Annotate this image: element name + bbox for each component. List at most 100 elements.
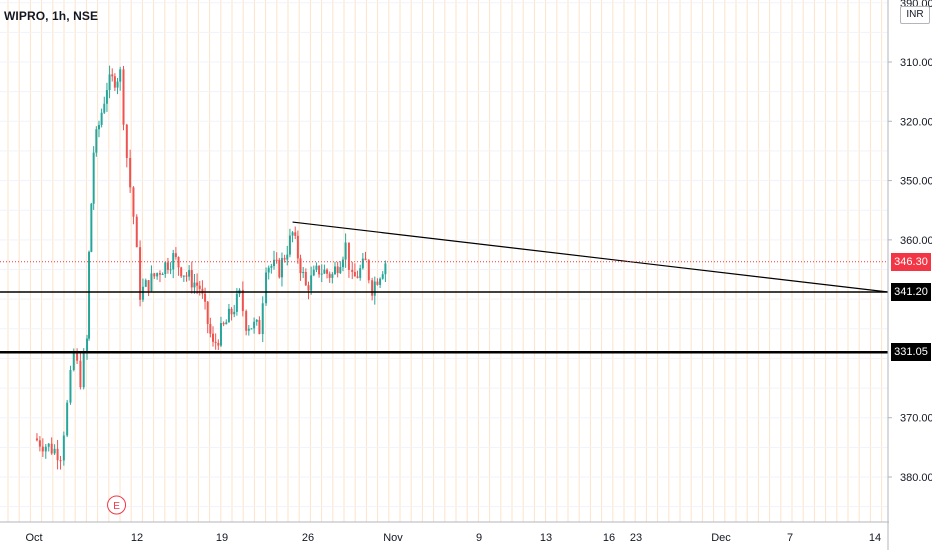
x-tick-label: Nov (383, 532, 403, 544)
candle-down (245, 311, 248, 331)
x-tick-label: 14 (869, 532, 881, 544)
drawings: E (0, 221, 889, 515)
candle-up (339, 267, 342, 274)
candle-up (141, 286, 144, 300)
candle-up (164, 262, 167, 275)
candle-up (225, 322, 228, 325)
candle-up (273, 259, 276, 267)
candle-down (222, 323, 225, 325)
candle-down (132, 187, 135, 217)
candle-down (50, 443, 53, 454)
candle-down (206, 301, 209, 324)
candle-down (139, 247, 142, 300)
candle-up (47, 443, 50, 447)
candle-down (347, 242, 350, 270)
y-tick-label: 360.00 (900, 235, 932, 247)
candle-up (267, 267, 270, 273)
y-tick-label: 370.00 (900, 413, 932, 425)
candle-up (310, 275, 313, 291)
candle-up (66, 402, 69, 436)
candle-up (247, 328, 250, 331)
candle-up (172, 253, 175, 270)
candle-up (62, 435, 65, 461)
candle-up (384, 263, 387, 275)
y-tick-label: 380.00 (900, 472, 932, 484)
candle-down (296, 235, 299, 259)
x-tick-label: Dec (711, 532, 731, 544)
candle-up (315, 265, 318, 270)
candle-up (253, 321, 256, 329)
candle-up (86, 338, 89, 353)
candle-down (336, 266, 339, 274)
candle-up (182, 275, 185, 277)
candle-up (169, 269, 172, 271)
candle-down (56, 448, 59, 461)
x-tick-label: 23 (630, 532, 642, 544)
candle-up (361, 258, 364, 269)
candle-up (44, 446, 47, 452)
support-line-1-tag: 341.20 (891, 283, 931, 302)
candle-up (105, 90, 108, 104)
candle-up (103, 103, 106, 113)
candle-up (88, 251, 91, 339)
candle-up (100, 112, 103, 125)
candle-down (328, 273, 331, 278)
candle-down (353, 271, 356, 277)
currency-label[interactable]: INR (900, 6, 930, 24)
candle-down (356, 276, 359, 278)
candle-down (241, 289, 244, 312)
candle-down (283, 258, 286, 260)
x-tick-label: 9 (476, 532, 482, 544)
price-axis-bg (889, 0, 932, 550)
candle-up (150, 273, 153, 291)
y-tick-label: 350.00 (900, 176, 932, 188)
candle-down (351, 269, 354, 272)
candle-down (122, 69, 125, 125)
candle-down (196, 282, 199, 286)
candle-up (261, 303, 264, 335)
candle-down (294, 232, 297, 236)
candle-up (341, 259, 344, 268)
candle-down (158, 273, 161, 275)
candle-up (381, 274, 384, 279)
y-tick-label-clipped: 390.00 (900, 0, 932, 10)
candle-down (185, 275, 188, 277)
candle-down (38, 440, 41, 447)
candle-down (174, 253, 177, 258)
candle-up (156, 273, 159, 277)
candle-down (230, 308, 233, 315)
candle-down (214, 341, 217, 343)
candle-down (376, 281, 379, 285)
candle-up (144, 280, 147, 287)
candle-down (41, 446, 44, 452)
candle-up (288, 235, 291, 255)
x-tick-label: 13 (540, 532, 552, 544)
candle-up (379, 278, 382, 285)
candle-down (371, 280, 374, 296)
candle-down (299, 258, 302, 274)
x-tick-label: 19 (216, 532, 228, 544)
candle-up (255, 320, 258, 322)
candle-down (318, 265, 321, 275)
candle-down (111, 74, 114, 77)
candle-down (79, 360, 82, 388)
earnings-event-marker (107, 495, 127, 515)
x-tick-label: Oct (25, 532, 42, 544)
candle-up (302, 272, 305, 274)
candle-up (291, 232, 294, 236)
candle-down (153, 273, 156, 277)
candle-up (219, 323, 222, 346)
support-line-2-tag: 331.05 (891, 343, 931, 362)
candle-up (265, 272, 268, 304)
candle-up (331, 274, 334, 278)
candle-down (198, 285, 201, 289)
earnings-event-label: E (113, 501, 120, 512)
candle-up (161, 274, 164, 276)
candle-up (286, 254, 289, 260)
last-price-tag: 346.30 (891, 252, 931, 271)
y-tick-label: 310.00 (900, 57, 932, 69)
symbol-title[interactable]: WIPRO, 1h, NSE (4, 9, 99, 23)
candle-up (250, 328, 253, 330)
